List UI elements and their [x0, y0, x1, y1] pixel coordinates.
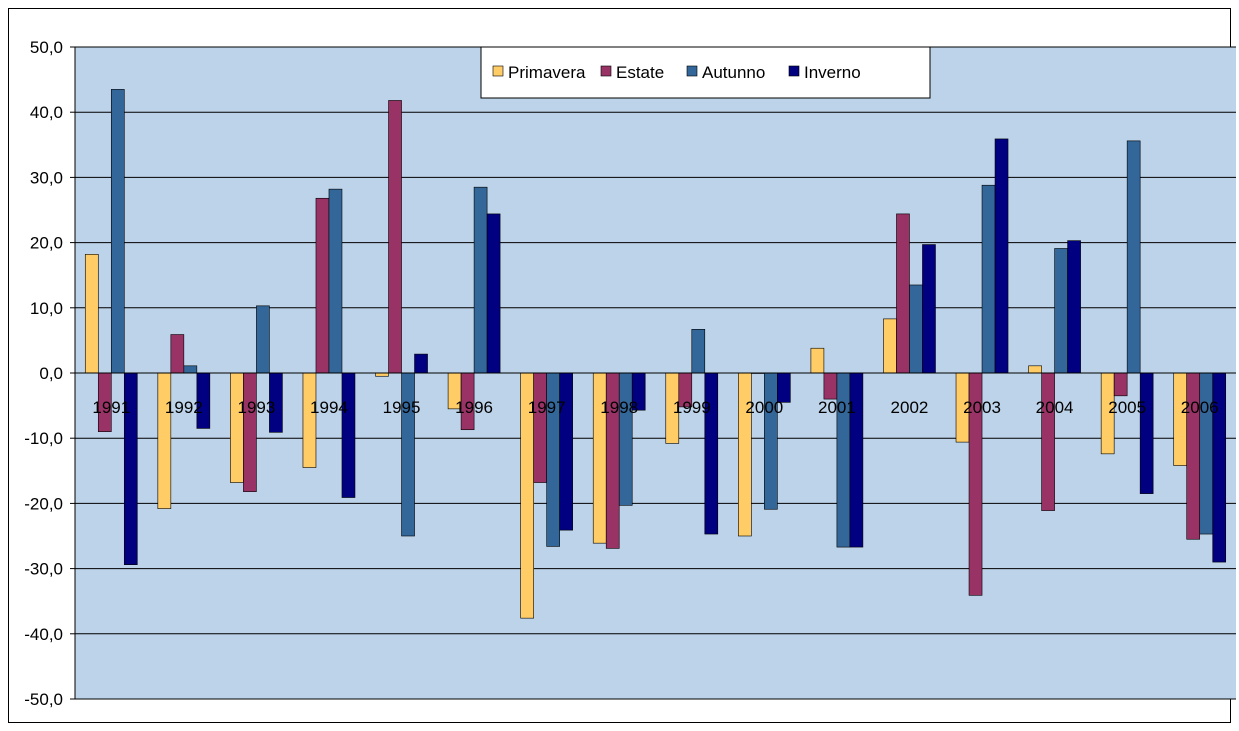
- y-tick-label: -10,0: [24, 429, 63, 448]
- bar-estate-1994: [315, 197, 330, 374]
- bar-autunno-1998: [618, 372, 633, 506]
- y-tick-label: -20,0: [24, 494, 63, 513]
- x-tick-label: 1997: [528, 398, 566, 417]
- bar-autunno-1993: [256, 305, 270, 374]
- x-tick-label: 2000: [745, 398, 783, 417]
- bar-autunno-2000: [764, 372, 778, 510]
- bar-primavera-2001: [810, 347, 825, 374]
- x-tick-label: 1993: [237, 398, 275, 417]
- x-tick-label: 2002: [891, 398, 929, 417]
- x-tick-label: 1999: [673, 398, 711, 417]
- legend-label-autunno: Autunno: [702, 63, 765, 82]
- bar-inverno-1995: [414, 353, 428, 374]
- bar-primavera-2002: [883, 318, 897, 374]
- bar-autunno-2004: [1054, 248, 1068, 374]
- bar-inverno-2002: [922, 244, 936, 374]
- bar-primavera-1994: [302, 372, 317, 468]
- legend-label-inverno: Inverno: [804, 63, 861, 82]
- y-tick-label: -30,0: [24, 560, 63, 579]
- bar-estate-2001: [823, 372, 838, 400]
- bar-primavera-1991: [84, 254, 99, 374]
- x-tick-label: 2005: [1108, 398, 1146, 417]
- bar-autunno-1992: [183, 365, 198, 374]
- bar-estate-2002: [896, 213, 910, 374]
- y-tick-label: -50,0: [24, 690, 63, 709]
- y-tick-label: 10,0: [30, 299, 63, 318]
- legend-swatch-autunno: [686, 65, 698, 77]
- x-tick-label: 1998: [600, 398, 638, 417]
- y-axis: 50,0 40,0 30,0 20,0 10,0 0,0 -10,0 -20,0 -30,0 -4…: [24, 38, 76, 709]
- bar-estate-1995: [388, 100, 402, 374]
- bars: [75, 89, 1236, 619]
- bar-primavera-2004: [1028, 365, 1042, 374]
- x-tick-label: 1992: [165, 398, 203, 417]
- y-tick-label: 20,0: [30, 234, 63, 253]
- legend-label-estate: Estate: [616, 63, 664, 82]
- x-tick-labels: 1991 1992 1993 1994 1995 1996 1997 1998 1999 2000…: [92, 398, 1218, 417]
- bar-inverno-2004: [1067, 240, 1081, 374]
- legend-label-primavera: Primavera: [508, 63, 586, 82]
- bar-autunno-1996: [473, 186, 488, 374]
- bar-autunno-2005: [1126, 140, 1141, 374]
- bar-primavera-1993: [230, 372, 244, 483]
- bar-inverno-1997: [559, 372, 573, 531]
- bar-inverno-2003: [994, 138, 1009, 374]
- bar-inverno-1996: [486, 213, 501, 374]
- legend-swatch-estate: [600, 65, 612, 77]
- bar-autunno-1991: [110, 89, 125, 374]
- x-tick-label: 2006: [1181, 398, 1219, 417]
- bar-estate-2004: [1041, 372, 1055, 511]
- x-tick-label: 2001: [818, 398, 856, 417]
- bar-inverno-2005: [1139, 372, 1154, 494]
- bar-autunno-1994: [328, 188, 343, 374]
- bar-autunno-2002: [909, 284, 923, 374]
- legend: Primavera Estate Autunno Inverno: [480, 46, 931, 99]
- bar-estate-1993: [243, 372, 257, 492]
- y-tick-label: -40,0: [24, 625, 63, 644]
- y-tick-label: 0,0: [39, 364, 63, 383]
- bar-primavera-2006: [1173, 372, 1188, 466]
- legend-swatch-primavera: [492, 65, 504, 77]
- bar-inverno-1994: [341, 372, 356, 498]
- x-tick-label: 2004: [1036, 398, 1074, 417]
- x-tick-label: 2003: [963, 398, 1001, 417]
- y-tick-label: 40,0: [30, 103, 63, 122]
- bar-estate-1997: [533, 372, 547, 483]
- x-tick-label: 1994: [310, 398, 348, 417]
- bar-autunno-2003: [981, 184, 996, 374]
- bar-primavera-1992: [157, 372, 172, 509]
- y-tick-label: 30,0: [30, 168, 63, 187]
- bar-estate-2005: [1113, 372, 1128, 397]
- bar-autunno-1999: [691, 329, 706, 374]
- legend-box: [480, 46, 931, 99]
- x-tick-label: 1995: [383, 398, 421, 417]
- y-tick-label: 50,0: [30, 38, 63, 57]
- x-tick-label: 1991: [92, 398, 130, 417]
- bar-estate-1992: [170, 334, 185, 374]
- legend-swatch-inverno: [788, 65, 800, 77]
- x-tick-label: 1996: [455, 398, 493, 417]
